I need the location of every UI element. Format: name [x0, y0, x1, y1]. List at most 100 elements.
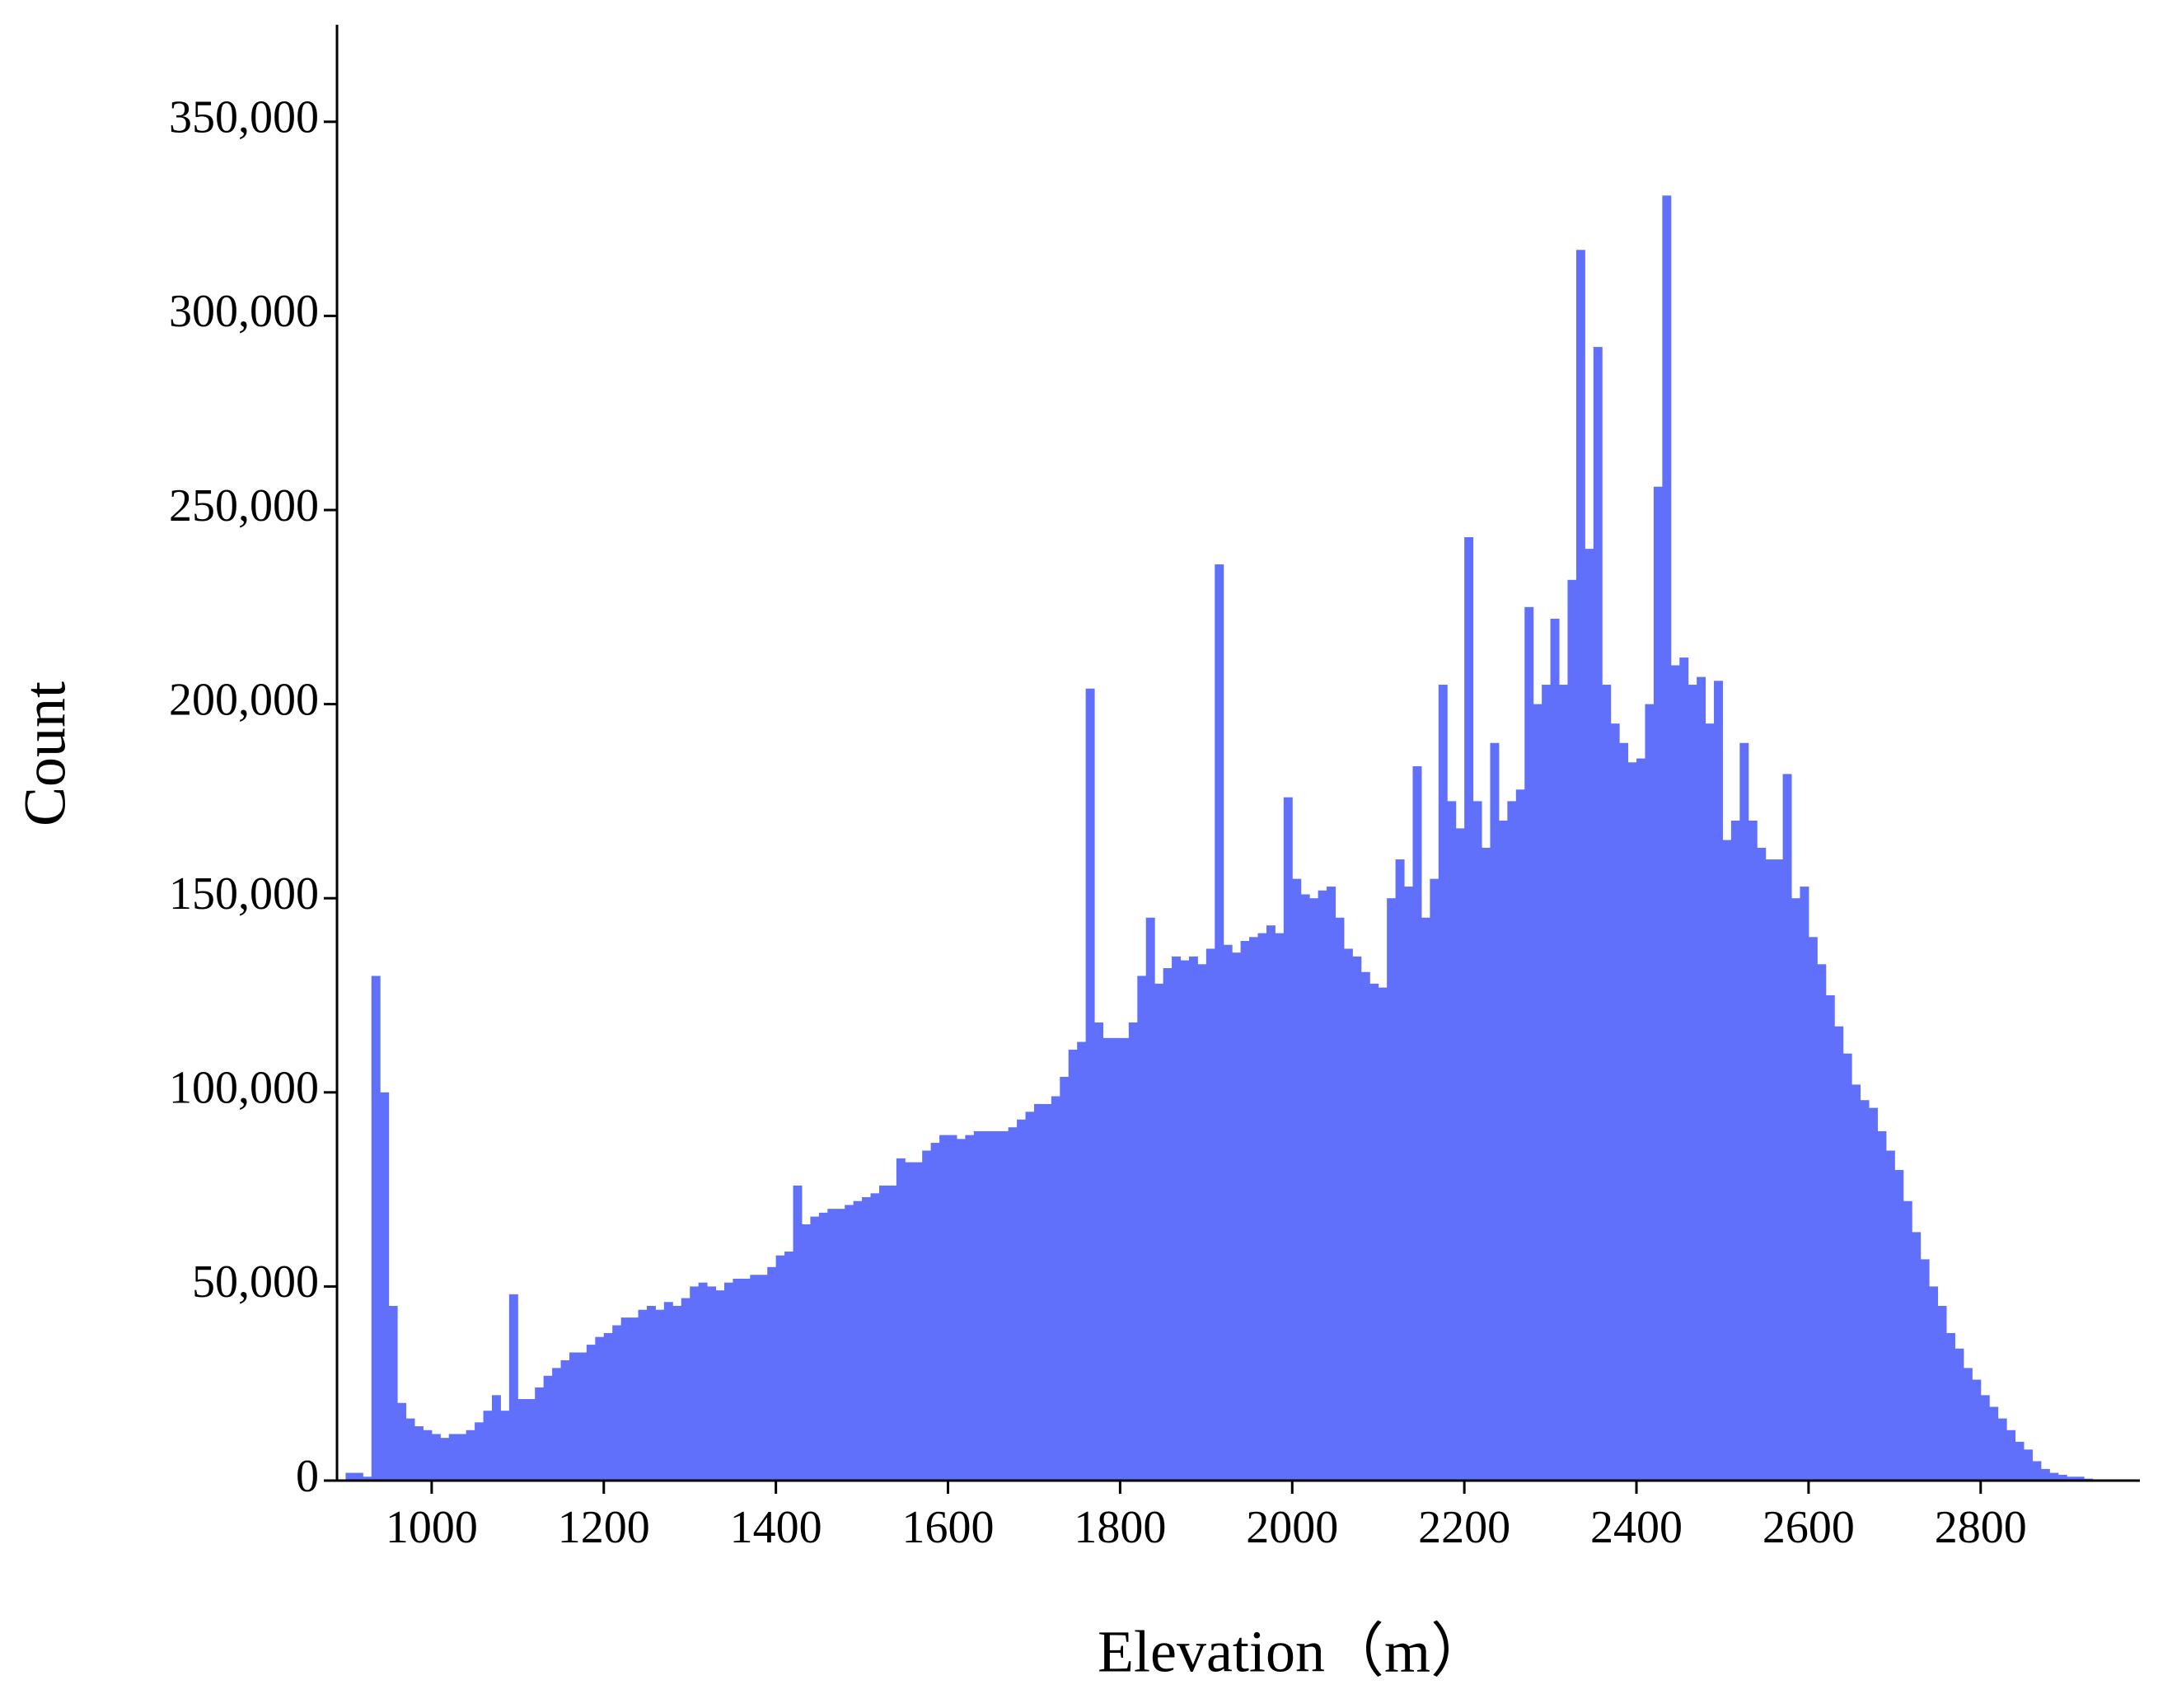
bar	[1834, 1026, 1844, 1481]
bar	[793, 1185, 803, 1481]
bar	[353, 1472, 363, 1481]
bar	[990, 1130, 1000, 1481]
bar	[1077, 1041, 1087, 1481]
bar	[1172, 956, 1182, 1481]
bar	[1051, 1096, 1060, 1481]
bar	[1705, 723, 1715, 1481]
bar	[1670, 665, 1680, 1481]
bar	[1980, 1395, 1990, 1481]
bar	[1627, 762, 1637, 1481]
bar	[878, 1185, 888, 1481]
bar	[698, 1282, 708, 1481]
bar	[2067, 1476, 2076, 1481]
x-tick-label: 1000	[386, 1502, 478, 1553]
x-tick-label: 1800	[1074, 1502, 1166, 1553]
bar	[466, 1430, 475, 1481]
bar	[1662, 195, 1672, 1481]
bar	[1575, 250, 1585, 1481]
plot-area	[345, 195, 2094, 1481]
bar	[1318, 890, 1327, 1481]
bar	[630, 1317, 639, 1481]
bar	[345, 1472, 355, 1481]
bar	[1697, 676, 1706, 1481]
bar	[741, 1278, 751, 1481]
bar	[414, 1426, 424, 1481]
bar	[1257, 933, 1267, 1481]
y-tick-label: 50,000	[192, 1256, 319, 1308]
bar	[982, 1130, 992, 1481]
bar	[500, 1411, 510, 1481]
bar	[646, 1305, 656, 1481]
bar	[483, 1411, 493, 1481]
bar	[1808, 937, 1818, 1481]
bar	[1154, 983, 1164, 1481]
bar	[965, 1135, 975, 1481]
bar	[2024, 1449, 2033, 1481]
bar	[862, 1197, 872, 1481]
bar	[1782, 774, 1792, 1481]
bar	[1851, 1084, 1861, 1481]
bar	[887, 1185, 897, 1481]
bar	[431, 1434, 441, 1481]
x-tick-label: 1600	[902, 1502, 995, 1553]
y-tick-label: 150,000	[169, 868, 319, 920]
bar	[448, 1434, 458, 1481]
bar	[836, 1209, 845, 1481]
bar	[2006, 1430, 2016, 1481]
bar	[1283, 797, 1293, 1481]
bar	[1533, 704, 1542, 1481]
bar	[2032, 1461, 2042, 1481]
bar	[845, 1205, 854, 1481]
bar	[569, 1352, 578, 1481]
bar	[638, 1309, 648, 1481]
bar	[1894, 1170, 1904, 1481]
bar	[930, 1143, 940, 1481]
bar	[1602, 685, 1612, 1481]
bar	[948, 1135, 957, 1481]
bar	[1997, 1418, 2007, 1481]
bar	[586, 1345, 596, 1481]
x-axis-label: Elevation（m）	[1098, 1619, 1490, 1685]
bar	[1008, 1127, 1018, 1481]
bar	[973, 1130, 983, 1481]
bar	[1128, 1022, 1138, 1481]
bar	[526, 1399, 536, 1481]
bar	[1472, 801, 1482, 1481]
bar	[1550, 618, 1560, 1481]
bar	[905, 1162, 915, 1481]
bar	[1309, 898, 1319, 1481]
bar	[1387, 898, 1397, 1481]
bar	[810, 1216, 820, 1481]
bar	[1068, 1049, 1078, 1481]
bar	[1240, 941, 1250, 1481]
bar	[1275, 933, 1285, 1481]
bar	[1619, 742, 1629, 1481]
bar	[1266, 925, 1276, 1481]
bar	[784, 1251, 794, 1481]
y-tick-label: 100,000	[169, 1063, 319, 1114]
bar	[1360, 971, 1370, 1481]
bar	[775, 1255, 785, 1481]
bar	[1292, 878, 1302, 1481]
bar	[1094, 1022, 1104, 1481]
bar	[767, 1266, 777, 1481]
bar	[1102, 1037, 1112, 1481]
x-tick-label: 2600	[1762, 1502, 1855, 1553]
bar	[1972, 1379, 1982, 1481]
bar	[1111, 1037, 1121, 1481]
bar	[733, 1278, 742, 1481]
bar	[827, 1209, 837, 1481]
bar	[1842, 1053, 1852, 1481]
bar	[1791, 898, 1800, 1481]
bar	[380, 1092, 390, 1481]
bar	[896, 1158, 906, 1481]
bar	[1877, 1130, 1887, 1481]
bar	[1739, 742, 1749, 1481]
bar	[612, 1325, 622, 1481]
bar	[681, 1298, 690, 1481]
bar	[1025, 1111, 1035, 1481]
bar	[1188, 956, 1198, 1481]
bar	[1722, 840, 1732, 1481]
bar	[818, 1212, 828, 1481]
bar	[1653, 486, 1663, 1481]
